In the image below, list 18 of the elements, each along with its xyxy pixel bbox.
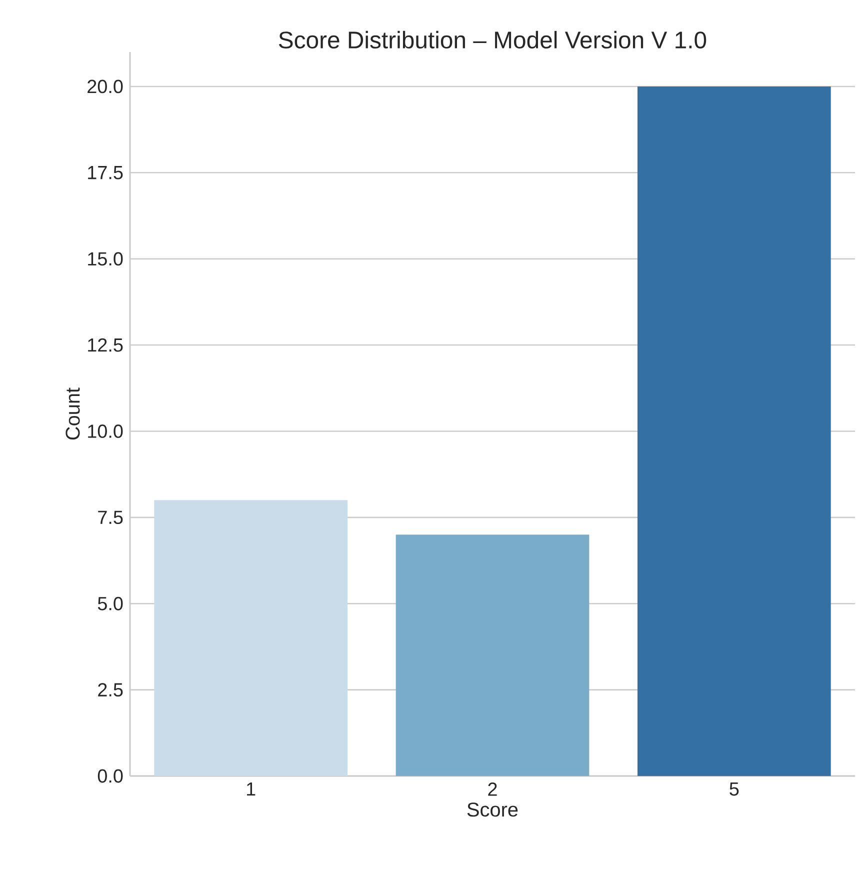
bar xyxy=(154,500,348,776)
x-tick-label: 1 xyxy=(247,782,256,796)
y-tick-label: 7.5 xyxy=(98,510,123,524)
y-tick-label: 15.0 xyxy=(88,252,123,266)
y-tick-label: 17.5 xyxy=(88,166,123,180)
y-tick-label: 12.5 xyxy=(88,338,123,352)
x-tick-label: 2 xyxy=(488,782,497,796)
bar xyxy=(396,534,590,776)
y-axis-title: Count xyxy=(66,388,80,440)
y-tick-label: 2.5 xyxy=(98,683,123,697)
x-tick-label: 5 xyxy=(730,782,739,796)
y-tick-label: 0.0 xyxy=(98,769,123,783)
y-tick-label: 10.0 xyxy=(88,424,123,438)
bar xyxy=(638,86,831,776)
y-tick-label: 5.0 xyxy=(98,596,123,610)
x-axis-title: Score xyxy=(467,802,518,817)
y-tick-label: 20.0 xyxy=(88,80,123,94)
chart-title: Score Distribution – Model Version V 1.0 xyxy=(278,30,706,48)
